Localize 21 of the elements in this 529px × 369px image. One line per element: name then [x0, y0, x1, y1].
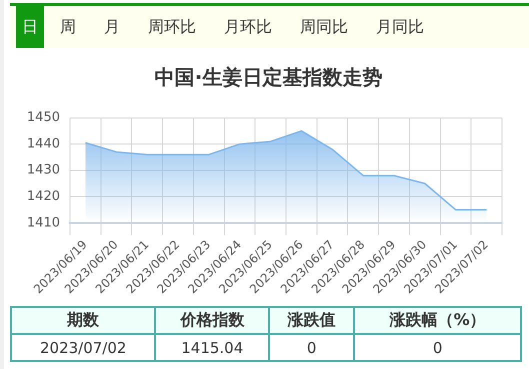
- text: 0: [354, 334, 521, 361]
- y-tick-label: 1410: [26, 215, 60, 230]
- category-label: 期数: [11, 307, 156, 334]
- text: 日: [16, 6, 44, 48]
- chart-title: 中国·生姜日定基指数走势: [154, 64, 384, 91]
- text: 周环比: [147, 16, 197, 38]
- y-tick-label: 1450: [26, 110, 60, 126]
- text: 周同比: [299, 16, 349, 38]
- y-tick-label: 1430: [26, 162, 60, 178]
- text: 1415.04: [155, 334, 270, 361]
- text: 2023/07/02: [11, 334, 156, 361]
- text: 周: [59, 16, 77, 38]
- text: 月: [103, 16, 121, 38]
- y-tick-label: 1440: [26, 136, 60, 152]
- text: 月同比: [375, 16, 425, 38]
- text: 0: [269, 334, 354, 361]
- category-label: 涨跌值: [269, 307, 354, 334]
- category-label: 价格指数: [155, 307, 270, 334]
- text: 月环比: [223, 16, 273, 38]
- category-label: 涨跌幅（%）: [354, 307, 521, 334]
- y-tick-label: 1420: [26, 189, 60, 204]
